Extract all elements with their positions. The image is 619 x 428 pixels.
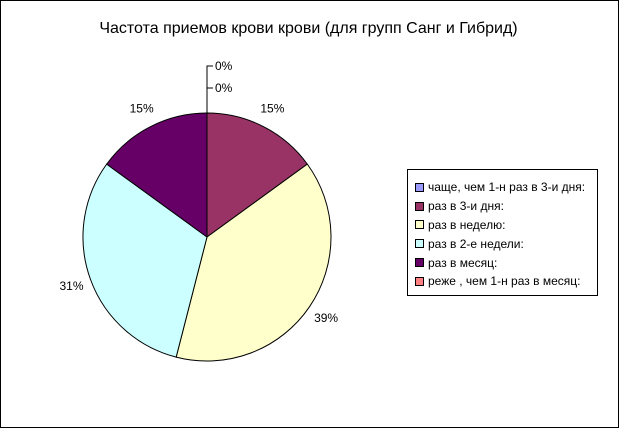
legend-item: реже , чем 1-н раз в месяц: [415,272,597,291]
legend-item: раз в неделю: [415,216,597,235]
legend-swatch [415,239,424,249]
pie-slice [206,112,309,238]
legend-swatch [415,258,424,268]
legend-label: раз в месяц: [428,255,498,270]
legend-swatch [415,182,424,192]
leader-line [206,87,213,113]
legend-item: чаще, чем 1-н раз в 3-и дня: [415,178,597,197]
legend-label: реже , чем 1-н раз в месяц: [428,274,581,289]
slice-percent-label: 15% [130,102,154,116]
legend-item: раз в 2-е недели: [415,234,597,253]
legend-item: раз в месяц: [415,253,597,272]
legend-label: раз в неделю: [428,217,506,232]
slice-percent-label: 0% [215,59,233,73]
slice-percent-label: 0% [215,81,233,95]
legend-label: раз в 2-е недели: [428,236,524,251]
legend-swatch [415,201,424,211]
leader-line [206,65,213,113]
legend-item: раз в 3-и дня: [415,197,597,216]
legend-swatch [415,276,424,286]
chart-title: Частота приемов крови крови (для групп С… [99,20,518,37]
pie-slice [175,163,332,362]
pie-slice [105,112,208,238]
slice-percent-label: 39% [314,311,338,325]
legend-label: чаще, чем 1-н раз в 3-и дня: [428,180,586,195]
legend-swatch [415,220,424,230]
legend-label: раз в 3-и дня: [428,199,504,214]
pie-slice [82,163,208,358]
chart-legend: чаще, чем 1-н раз в 3-и дня: раз в 3-и дн… [407,169,598,296]
slice-percent-label: 31% [59,279,83,293]
slice-percent-label: 15% [260,102,284,116]
